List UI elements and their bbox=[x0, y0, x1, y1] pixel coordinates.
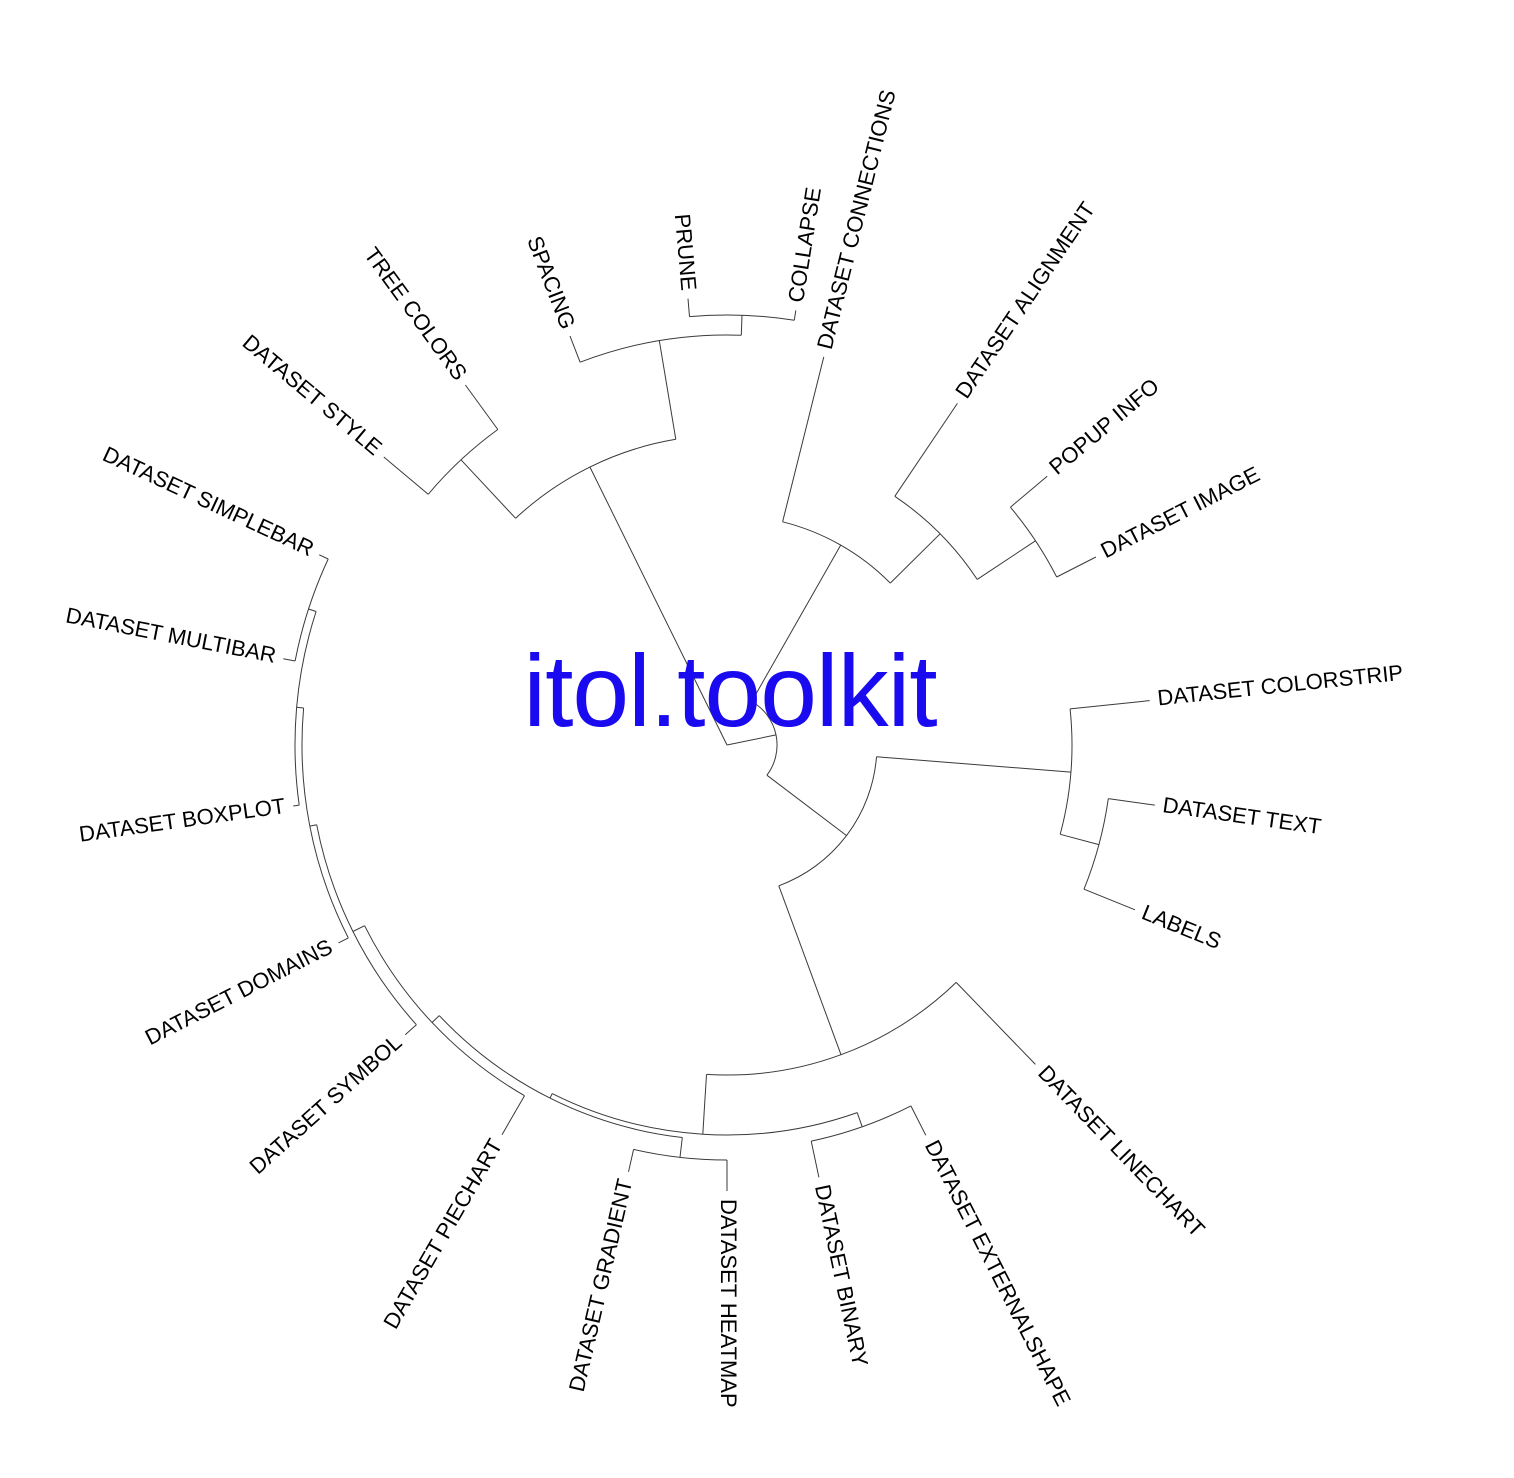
internal-branch bbox=[766, 774, 847, 836]
leaf-label: LABELS bbox=[1138, 900, 1224, 954]
leaf-label: DATASET EXTERNALSHAPE bbox=[920, 1136, 1076, 1410]
clade-arc bbox=[438, 1015, 683, 1138]
leaf-branch bbox=[383, 456, 429, 495]
leaf-labels: DATASET CONNECTIONS DATASET ALIGNMENTPOPU… bbox=[64, 87, 1404, 1410]
leaf-label: TREE COLORS bbox=[359, 243, 472, 385]
clade-arc bbox=[751, 701, 778, 776]
leaf-branch bbox=[910, 1105, 927, 1136]
leaf-branch bbox=[782, 356, 825, 522]
clade-arc bbox=[782, 521, 891, 584]
internal-branch bbox=[296, 706, 304, 709]
leaf-label: DATASET ALIGNMENT bbox=[950, 197, 1100, 403]
leaf-branch bbox=[687, 298, 690, 317]
clade-arc bbox=[364, 925, 525, 1097]
leaf-branch bbox=[283, 658, 296, 662]
clade-arc bbox=[706, 982, 957, 1076]
clade-arc bbox=[1059, 708, 1073, 835]
leaf-branch bbox=[628, 1149, 635, 1172]
leaf-branch bbox=[1108, 798, 1155, 806]
tree-title: itol.toolkit bbox=[523, 634, 937, 748]
leaf-branch bbox=[1083, 888, 1136, 911]
leaf-label: DATASET MULTIBAR bbox=[64, 603, 278, 668]
internal-branch bbox=[702, 1074, 707, 1135]
leaf-branch bbox=[501, 1095, 525, 1135]
leaf-label: DATASET PIECHART bbox=[378, 1135, 507, 1333]
leaf-label: DATASET BINARY bbox=[810, 1182, 873, 1369]
leaf-label: POPUP INFO bbox=[1044, 373, 1164, 479]
leaf-branch bbox=[955, 982, 1036, 1065]
internal-branch bbox=[889, 533, 941, 584]
internal-branch bbox=[976, 540, 1036, 580]
leaf-label: DATASET SYMBOL bbox=[244, 1030, 406, 1179]
internal-branch bbox=[1060, 833, 1100, 846]
leaf-branch bbox=[1056, 556, 1097, 578]
tree-branches bbox=[283, 298, 1155, 1191]
clade-arc bbox=[1083, 798, 1109, 890]
leaf-branch bbox=[810, 1140, 820, 1178]
leaf-label: DATASET HEATMAP bbox=[716, 1199, 741, 1408]
clade-arc bbox=[811, 1105, 912, 1142]
leaf-label: DATASET COLORSTRIP bbox=[1156, 660, 1404, 711]
internal-branch bbox=[679, 1137, 683, 1158]
leaf-branch bbox=[793, 310, 797, 321]
clade-arc bbox=[633, 1148, 728, 1161]
internal-branch bbox=[460, 459, 516, 519]
leaf-label: DATASET GRADIENT bbox=[564, 1176, 637, 1394]
leaf-branch bbox=[318, 554, 329, 560]
clade-arc bbox=[894, 495, 978, 580]
clade-arc bbox=[778, 756, 877, 887]
leaf-label: DATASET STYLE bbox=[238, 329, 387, 460]
leaf-label: PRUNE bbox=[670, 213, 702, 292]
leaf-branch bbox=[338, 937, 349, 944]
clade-arc bbox=[1010, 506, 1058, 578]
internal-branch bbox=[726, 734, 777, 746]
clade-arc bbox=[515, 438, 676, 519]
internal-branch bbox=[309, 824, 317, 827]
leaf-branch bbox=[894, 403, 958, 497]
internal-branch bbox=[352, 925, 365, 932]
internal-branch bbox=[778, 885, 842, 1055]
leaf-label: DATASET IMAGE bbox=[1097, 461, 1264, 563]
internal-branch bbox=[751, 544, 842, 702]
leaf-label: SPACING bbox=[522, 233, 580, 333]
clade-arc bbox=[294, 558, 329, 662]
clade-arc bbox=[294, 611, 317, 806]
internal-branch bbox=[308, 608, 317, 612]
clade-arc bbox=[689, 314, 795, 321]
leaf-label: COLLAPSE bbox=[783, 186, 826, 305]
internal-branch bbox=[549, 1093, 553, 1099]
internal-branch bbox=[876, 756, 1071, 773]
leaf-label: DATASET CONNECTIONS bbox=[812, 87, 901, 352]
leaf-label: DATASET LINECHART bbox=[1033, 1060, 1210, 1242]
leaf-branch bbox=[1010, 475, 1048, 508]
leaf-label: DATASET TEXT bbox=[1161, 792, 1323, 839]
clade-arc bbox=[551, 1093, 858, 1136]
leaf-branch bbox=[464, 384, 499, 430]
internal-branch bbox=[431, 1015, 440, 1023]
internal-branch bbox=[740, 315, 743, 336]
clade-arc bbox=[579, 334, 742, 363]
clade-arc bbox=[316, 824, 417, 1026]
clade-arc bbox=[301, 707, 349, 939]
clade-arc bbox=[427, 429, 499, 495]
leaf-label: DATASET SIMPLEBAR bbox=[99, 441, 318, 561]
leaf-branch bbox=[293, 804, 300, 807]
leaf-branch bbox=[404, 1024, 417, 1036]
leaf-branch bbox=[1070, 700, 1150, 710]
leaf-branch bbox=[569, 335, 581, 363]
internal-branch bbox=[589, 466, 728, 746]
internal-branch bbox=[658, 340, 677, 440]
internal-branch bbox=[856, 1112, 863, 1127]
leaf-label: DATASET BOXPLOT bbox=[78, 793, 287, 847]
leaf-label: DATASET DOMAINS bbox=[141, 934, 336, 1050]
